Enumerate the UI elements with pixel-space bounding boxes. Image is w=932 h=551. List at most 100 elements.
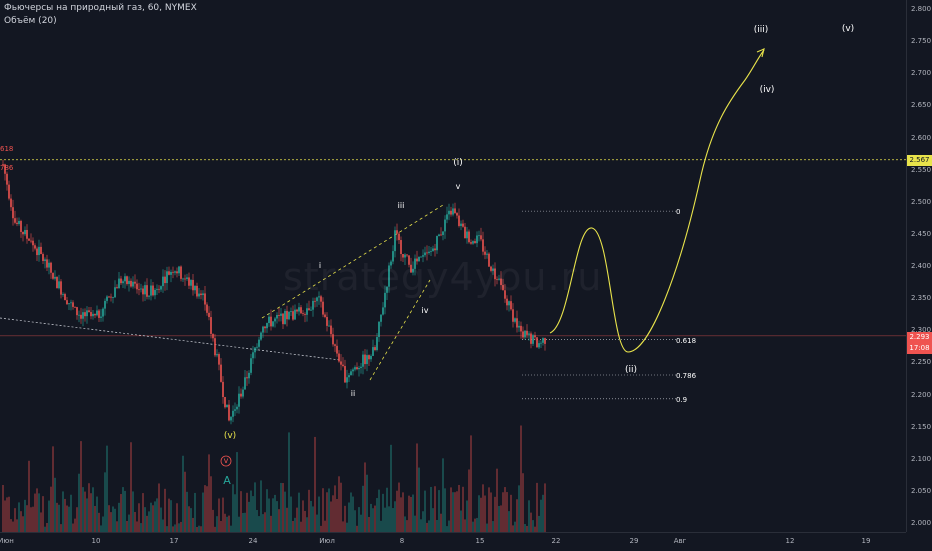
candle-body xyxy=(234,409,236,411)
volume-bar xyxy=(400,497,402,532)
volume-bar xyxy=(56,502,58,532)
volume-bar xyxy=(526,525,528,532)
wave-label-III[interactable]: (iii) xyxy=(753,25,769,35)
wave-label-ii[interactable]: ii xyxy=(350,389,356,398)
volume-bar xyxy=(410,496,412,532)
candle-body xyxy=(96,310,98,316)
volume-bar xyxy=(84,491,86,532)
candle-body xyxy=(114,287,116,298)
candle-body xyxy=(526,330,528,335)
candle-body xyxy=(166,271,168,284)
candle-body xyxy=(92,313,94,317)
candle-body xyxy=(530,333,532,344)
wave-label-V[interactable]: (v) xyxy=(841,24,855,34)
volume-bar xyxy=(282,483,284,532)
candle-body xyxy=(496,279,498,280)
candle-body xyxy=(440,234,442,236)
volume-bar xyxy=(90,493,92,532)
candle-body xyxy=(258,339,260,347)
volume-bar xyxy=(270,515,272,532)
candle-body xyxy=(280,313,282,316)
wave-label-circled-v[interactable]: v xyxy=(223,456,229,465)
candle-body xyxy=(62,294,64,295)
volume-bar xyxy=(230,525,232,532)
wave-label-iv[interactable]: iv xyxy=(421,306,429,315)
candle-body xyxy=(456,213,458,216)
candle-body xyxy=(110,296,112,298)
volume-bar xyxy=(216,516,218,532)
volume-bar xyxy=(170,500,172,532)
volume-bar xyxy=(226,516,228,532)
volume-bar xyxy=(494,496,496,532)
volume-bar xyxy=(206,486,208,532)
candle-body xyxy=(76,307,78,316)
candle-body xyxy=(506,298,508,306)
candle-body xyxy=(426,252,428,254)
wave-label-v-bottom[interactable]: (v) xyxy=(223,431,237,441)
volume-bar xyxy=(2,484,4,532)
candle-body xyxy=(302,313,304,315)
symbol-legend[interactable]: Фьючерсы на природный газ, 60, NYMEX xyxy=(4,3,197,13)
chart-canvas[interactable] xyxy=(0,0,906,532)
volume-bar xyxy=(150,502,152,532)
volume-bar xyxy=(508,511,510,532)
volume-bar xyxy=(530,512,532,532)
candle-body xyxy=(310,309,312,311)
volume-bar xyxy=(318,496,320,532)
time-axis[interactable]: Июн 10 17 24 Июл 8 15 22 29 Авг 12 19 xyxy=(0,532,906,551)
candle-body xyxy=(448,210,450,215)
candle-body xyxy=(144,285,146,295)
volume-bar xyxy=(458,484,460,532)
volume-bar xyxy=(316,514,318,532)
volume-bar xyxy=(130,442,132,532)
wave-label-A[interactable]: A xyxy=(223,474,231,487)
volume-bar xyxy=(28,460,30,532)
watermark: strategy4you.ru xyxy=(283,255,603,299)
candle-body xyxy=(276,315,278,319)
volume-bar xyxy=(392,508,394,532)
candle-body xyxy=(490,266,492,271)
wave-label-v[interactable]: v xyxy=(455,182,461,191)
price-tick-label: 2.200 xyxy=(911,390,932,399)
candle-body xyxy=(492,268,494,271)
wave-label-II[interactable]: (ii) xyxy=(624,365,638,375)
volume-legend[interactable]: Объём (20) xyxy=(4,16,57,26)
candle-body xyxy=(124,276,126,282)
candle-body xyxy=(406,254,408,256)
candle-body xyxy=(484,251,486,255)
price-tick-label: 2.000 xyxy=(911,519,932,528)
chart-area[interactable]: Фьючерсы на природный газ, 60, NYMEX Объ… xyxy=(0,0,906,532)
volume-bar xyxy=(52,446,54,532)
candle-body xyxy=(164,276,166,284)
candle-body xyxy=(260,332,262,340)
candle-body xyxy=(78,314,80,316)
candle-body xyxy=(128,280,130,285)
candle-body xyxy=(198,293,200,297)
volume-bar xyxy=(212,509,214,532)
candle-body xyxy=(542,338,544,343)
candle-body xyxy=(466,231,468,239)
time-tick-label: Авг xyxy=(673,537,687,545)
candle-body xyxy=(212,333,214,339)
candle-body xyxy=(6,173,8,185)
volume-bar xyxy=(346,522,348,532)
volume-bar xyxy=(174,524,176,532)
volume-bar xyxy=(502,492,504,532)
candle-body xyxy=(150,285,152,296)
wave-label-I[interactable]: (i) xyxy=(453,158,463,168)
wave-label-i[interactable]: i xyxy=(318,261,322,270)
volume-bar xyxy=(484,495,486,532)
volume-bar xyxy=(204,485,206,532)
candle-body xyxy=(274,318,276,322)
candle-body xyxy=(368,355,370,360)
price-axis[interactable]: 2.800 2.750 2.700 2.650 2.600 2.550 2.500 2.450… xyxy=(906,0,932,532)
volume-bar xyxy=(542,494,544,532)
volume-bar xyxy=(330,501,332,532)
candle-body xyxy=(244,377,246,390)
candle-body xyxy=(378,321,380,338)
wave-label-iii[interactable]: iii xyxy=(397,201,405,210)
candle-body xyxy=(300,307,302,314)
candle-body xyxy=(230,416,232,421)
wave-label-IV[interactable]: (iv) xyxy=(759,85,775,95)
volume-bar xyxy=(540,499,542,532)
